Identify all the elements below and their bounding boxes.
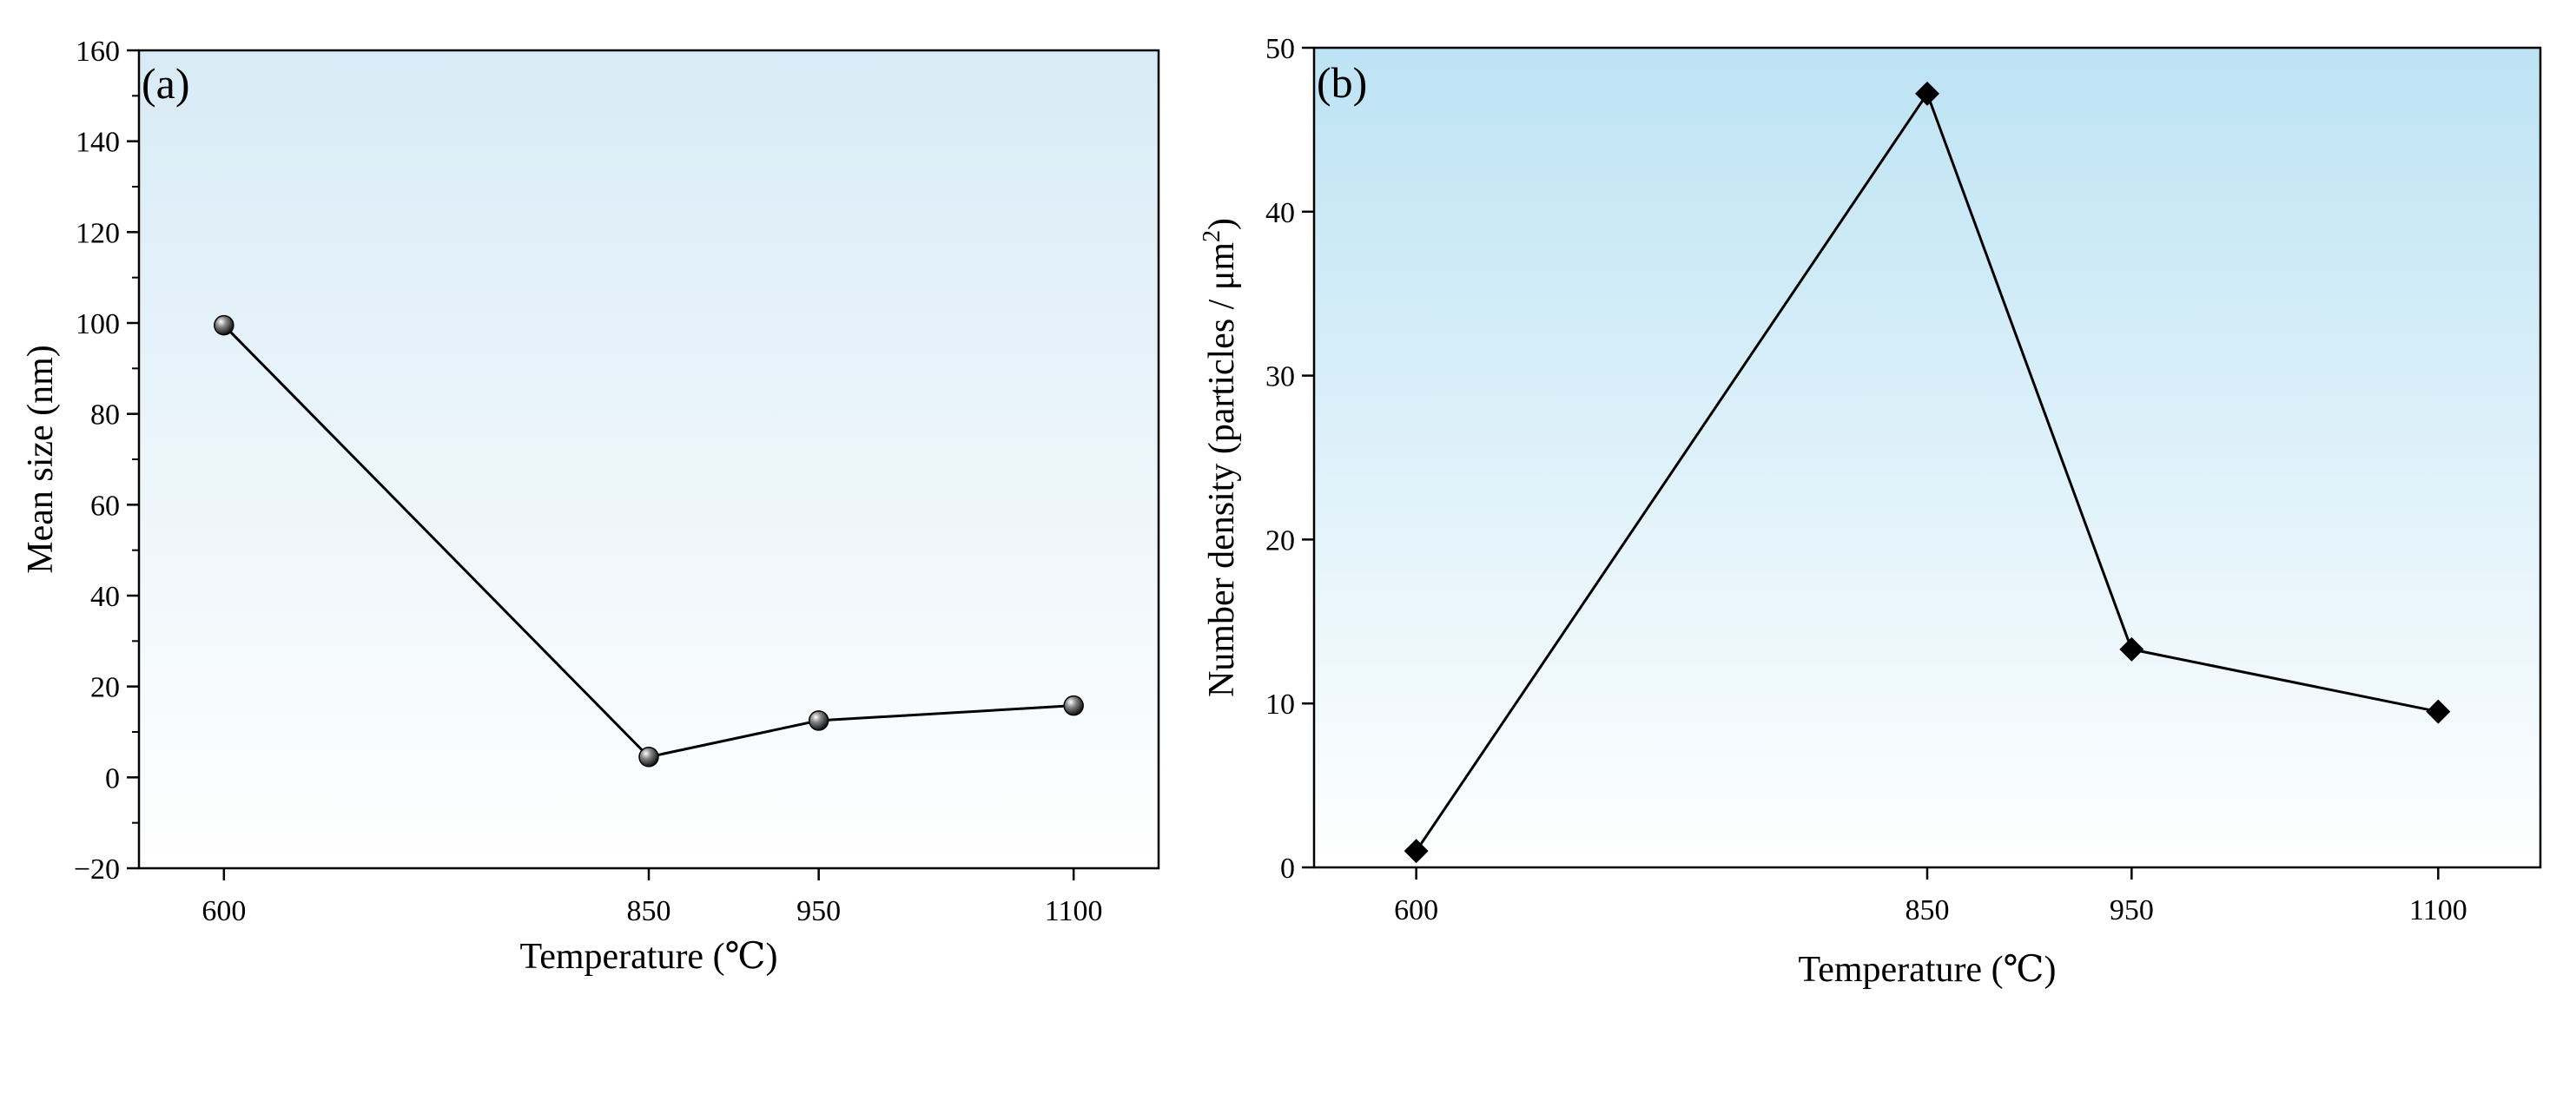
x-tick-label-a: 1100 bbox=[1045, 895, 1103, 927]
y-tick-label-a: 160 bbox=[76, 36, 120, 68]
series-line-a bbox=[222, 324, 1074, 759]
plot-background-b bbox=[1314, 48, 2540, 867]
ticks-a bbox=[127, 49, 1075, 880]
data-point-a bbox=[638, 747, 659, 768]
ticks-b bbox=[1302, 46, 2440, 880]
data-point-b bbox=[2119, 636, 2144, 662]
x-tick-label-b: 600 bbox=[1394, 894, 1438, 926]
panel-label-a: (a) bbox=[142, 59, 190, 108]
y-tick-labels-a: −20 0 20 40 60 80 100 120 140 160 bbox=[74, 36, 120, 886]
y-tick-label-b: 40 bbox=[1265, 197, 1295, 229]
markers-b bbox=[1404, 81, 2451, 864]
y-tick-label-a: 140 bbox=[76, 127, 120, 159]
y-axis-title-b-superscript: 2 bbox=[1199, 230, 1225, 242]
y-tick-label-b: 20 bbox=[1265, 524, 1295, 557]
data-point-a bbox=[214, 314, 234, 336]
y-tick-label-b: 50 bbox=[1265, 33, 1295, 65]
plot-frame-b bbox=[1312, 46, 2542, 869]
panel-label-b: (b) bbox=[1317, 58, 1367, 107]
data-point-b bbox=[1915, 81, 1939, 106]
x-tick-label-b: 1100 bbox=[2409, 894, 2467, 926]
x-tick-label-b: 850 bbox=[1906, 894, 1950, 926]
y-axis-title-b-main: Number density (particles / μm bbox=[1202, 242, 1242, 697]
data-point-a bbox=[1063, 695, 1084, 716]
x-tick-labels-b: 600 850 950 1100 bbox=[1394, 894, 2467, 926]
x-axis-title-a: Temperature (℃) bbox=[519, 937, 777, 977]
data-point-b bbox=[2426, 699, 2451, 724]
y-tick-label-a: 100 bbox=[76, 308, 120, 340]
x-tick-label-a: 600 bbox=[201, 895, 246, 927]
x-axis-title-b: Temperature (℃) bbox=[1798, 950, 2056, 990]
y-tick-label-b: 0 bbox=[1280, 853, 1295, 885]
y-tick-label-a: 20 bbox=[90, 672, 120, 704]
data-point-a bbox=[808, 710, 829, 731]
y-tick-labels-b: 0 10 20 30 40 50 bbox=[1265, 33, 1295, 885]
y-axis-title-a: Mean size (nm) bbox=[21, 345, 61, 574]
x-tick-labels-a: 600 850 950 1100 bbox=[201, 895, 1102, 927]
y-tick-label-a: 120 bbox=[76, 217, 120, 249]
plot-frame-a bbox=[137, 49, 1160, 870]
plot-background-a bbox=[139, 50, 1159, 868]
y-axis-title-b-suffix: ) bbox=[1202, 218, 1242, 230]
panel-b: 0 10 20 30 40 50 600 850 950 1100 (b) Temperatur… bbox=[1199, 33, 2542, 990]
x-tick-label-b: 950 bbox=[2110, 894, 2154, 926]
data-point-b bbox=[1404, 839, 1429, 864]
y-tick-label-a: 40 bbox=[90, 581, 120, 613]
panel-a: −20 0 20 40 60 80 100 120 140 160 600 850 950 1100 (… bbox=[21, 36, 1160, 977]
x-tick-label-a: 950 bbox=[796, 895, 841, 927]
markers-a bbox=[214, 314, 1084, 768]
y-tick-label-a: 60 bbox=[90, 490, 120, 522]
y-tick-label-a: 0 bbox=[105, 762, 120, 794]
y-tick-label-a: 80 bbox=[90, 399, 120, 432]
y-tick-label-b: 30 bbox=[1265, 361, 1295, 393]
y-tick-label-b: 10 bbox=[1265, 689, 1295, 721]
series-line-b bbox=[1415, 90, 2439, 852]
y-tick-label-a: −20 bbox=[74, 853, 120, 886]
y-axis-title-b: Number density (particles / μm2) bbox=[1199, 218, 1242, 697]
x-tick-label-a: 850 bbox=[627, 895, 671, 927]
